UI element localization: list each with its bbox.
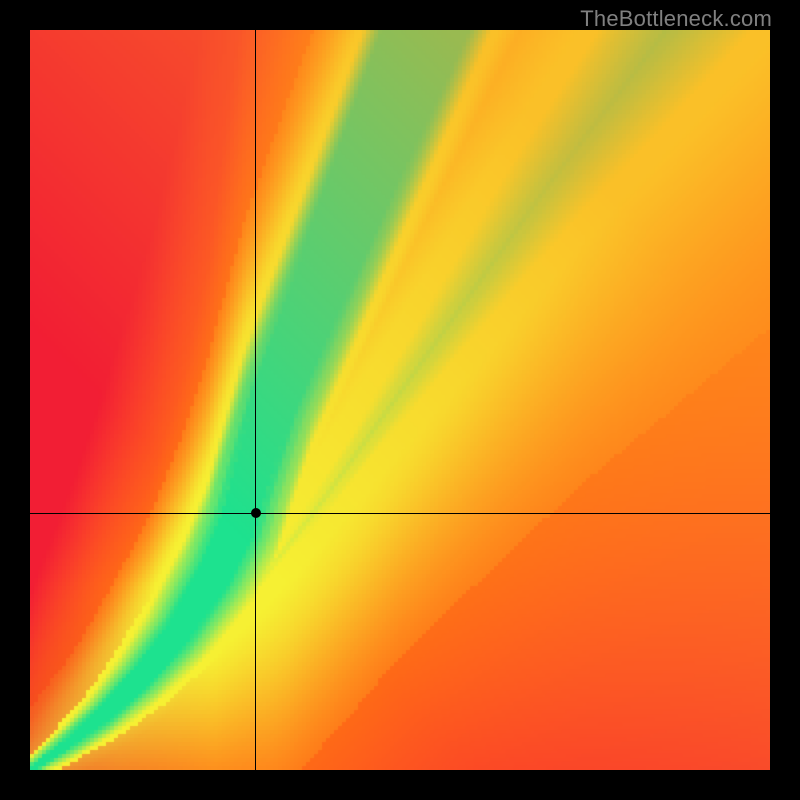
heatmap-plot (30, 30, 770, 770)
crosshair-vertical (255, 30, 256, 770)
data-point-marker (251, 508, 261, 518)
heatmap-canvas (30, 30, 770, 770)
watermark-text: TheBottleneck.com (580, 6, 772, 32)
crosshair-horizontal (30, 513, 770, 514)
